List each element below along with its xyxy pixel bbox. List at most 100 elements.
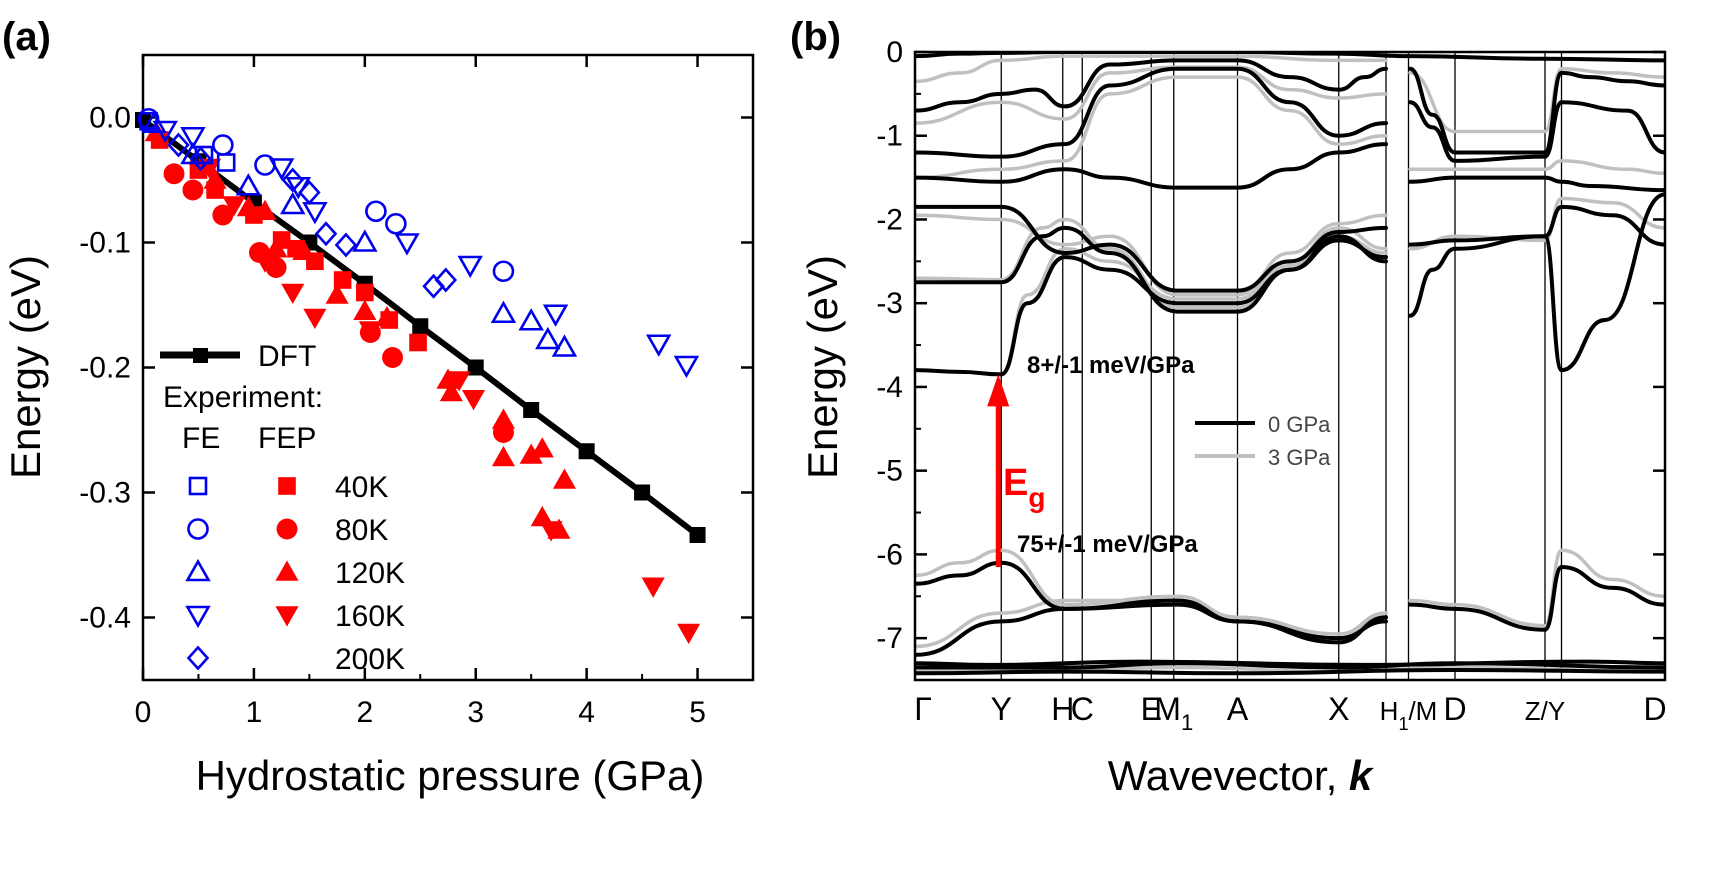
fep-point-circle [163, 163, 185, 185]
dft-point [523, 402, 540, 418]
panel-a-xlabel: Hydrostatic pressure (GPa) [196, 752, 705, 799]
legend-fe-marker-square [188, 476, 208, 496]
legend-experiment-label: Experiment: [163, 381, 323, 414]
legend-temp-label: 200K [335, 643, 405, 676]
band-3gpa [915, 75, 1388, 180]
legend-0gpa-label: 0 GPa [1268, 412, 1331, 437]
fe-point-diamond [167, 132, 190, 158]
kpoint-label-subscript: 1 [1398, 714, 1408, 734]
kpoint-label-c: C [1071, 691, 1094, 727]
kpoint-label-text: D [1643, 691, 1666, 727]
kpoint-label-subscript: 1 [1181, 710, 1193, 735]
fe-point-diamond [298, 180, 321, 205]
legend-dft-label: DFT [258, 340, 316, 373]
fep-point-circle [212, 204, 234, 226]
legend-fe-marker-diamond [186, 645, 210, 671]
dft-point [634, 484, 651, 501]
panel-a-axes: 0 1 2 3 4 5 0.0 -0.1 -0.2 -0.3 -0.4 [79, 55, 753, 729]
fep-point-triangle-down [641, 577, 665, 598]
fep-point-triangle-down [253, 252, 277, 273]
y-tick-label: -5 [876, 455, 903, 488]
fep-point-circle [382, 347, 403, 368]
fep-point-triangle-up [491, 408, 516, 429]
band-3gpa [1408, 159, 1665, 176]
y-tick-label: -7 [876, 622, 903, 655]
fep-point-triangle-down [677, 623, 701, 645]
panel-a-ylabel: Energy (eV) [2, 255, 49, 479]
fep-point-triangle-up [519, 443, 543, 464]
fep-point-triangle-up [236, 195, 260, 217]
band-0gpa [915, 58, 1388, 113]
fe-point-circle [492, 260, 515, 283]
kpoint-label-text: D [1443, 691, 1466, 727]
kpoint-label-text: E [1141, 691, 1162, 727]
gap-label: Eg [1003, 462, 1045, 513]
panel-b: (b) 0-1-2-3-4-5-6-7 Γ Y HC EM1 A X H1/M D Z/Y D E… [790, 15, 1667, 799]
panel-b-xlabel-main: Wavevector, [1108, 752, 1349, 799]
x-tick-label: 2 [356, 696, 373, 729]
fep-point-triangle-up [552, 468, 577, 489]
slope-bottom-annotation: 75+/-1 meV/GPa [1017, 531, 1198, 558]
fe-point-triangle-down [645, 334, 672, 357]
fe-point-triangle-up [279, 191, 306, 215]
band-0gpa [1408, 204, 1665, 247]
fe-point-diamond [314, 221, 338, 247]
gap-label-main: E [1003, 462, 1028, 504]
fe-point-triangle-down [268, 158, 295, 181]
band-0gpa [1408, 564, 1665, 632]
fep-point-triangle-down [461, 389, 486, 411]
panel-b-xlabel-symbol: k [1349, 752, 1375, 799]
panel-a-legend: DFT Experiment: FE FEP 40K 80K 120K 160K 200… [160, 340, 405, 676]
y-tick-label: -1 [876, 120, 903, 153]
bands-0gpa [915, 52, 1665, 676]
legend-fep-marker-triangle-up [275, 560, 299, 581]
fe-point-circle [385, 212, 407, 235]
panel-b-plot-frame [913, 50, 1667, 682]
band-0gpa [1408, 175, 1665, 193]
legend-fep-marker-triangle-down [275, 606, 299, 627]
x-tick-label: 3 [467, 696, 484, 729]
x-tick-label: 4 [578, 696, 595, 729]
legend-rows: 40K 80K 120K 160K 200K [185, 471, 405, 676]
fep-point-triangle-up [292, 239, 316, 261]
fep-point-triangle-down [539, 521, 563, 542]
kpoint-label-text: M [1154, 691, 1181, 727]
band-3gpa [915, 65, 1388, 125]
dft-point [689, 527, 706, 543]
legend-fep-marker-square [278, 477, 296, 495]
legend-fe-marker-triangle-down [185, 605, 211, 629]
panel-b-legend: 0 GPa 3 GPa [1195, 412, 1331, 470]
fe-point-triangle-up [518, 308, 544, 331]
kpoint-label-text: Z/Y [1525, 696, 1565, 726]
band-0gpa [915, 560, 1388, 645]
kpoint-label-d: D [1443, 691, 1466, 727]
y-tick-label: 0.0 [89, 102, 131, 135]
kpoint-label-text: C [1071, 691, 1094, 727]
fe-point-diamond [434, 267, 458, 293]
fe-point-diamond [189, 146, 212, 172]
fep-point-triangle-up [530, 437, 554, 458]
fep-point-square [333, 271, 352, 289]
legend-fep-marker-circle [276, 518, 298, 540]
y-tick-label: -0.3 [79, 477, 131, 510]
fep-point-triangle-down [358, 321, 382, 342]
fe-point-triangle-up [490, 300, 517, 324]
fe-point-triangle-down [542, 304, 569, 327]
slope-top-annotation: 8+/-1 meV/GPa [1027, 352, 1195, 379]
kpoint-label-h1m: H1/M [1380, 696, 1438, 734]
kpoint-label-d2: D [1643, 691, 1666, 727]
band-0gpa [915, 602, 1388, 657]
fe-point-triangle-down [302, 201, 328, 225]
band-0gpa [915, 659, 1665, 667]
panel-b-axes: 0 -1 -2 -3 -4 -5 -6 -7 [876, 36, 1665, 655]
fep-point-triangle-up [325, 283, 349, 304]
fe-point-triangle-down [180, 126, 206, 150]
kpoint-label-y: Y [991, 691, 1012, 727]
kpoint-label-h: H [1051, 691, 1074, 727]
panel-a-plot-frame [141, 53, 755, 682]
dft-series [135, 112, 706, 543]
y-tick-label: -0.1 [79, 227, 131, 260]
x-tick-label: 0 [135, 696, 152, 729]
band-0gpa [1408, 192, 1665, 373]
fep-point-triangle-up [203, 168, 227, 189]
